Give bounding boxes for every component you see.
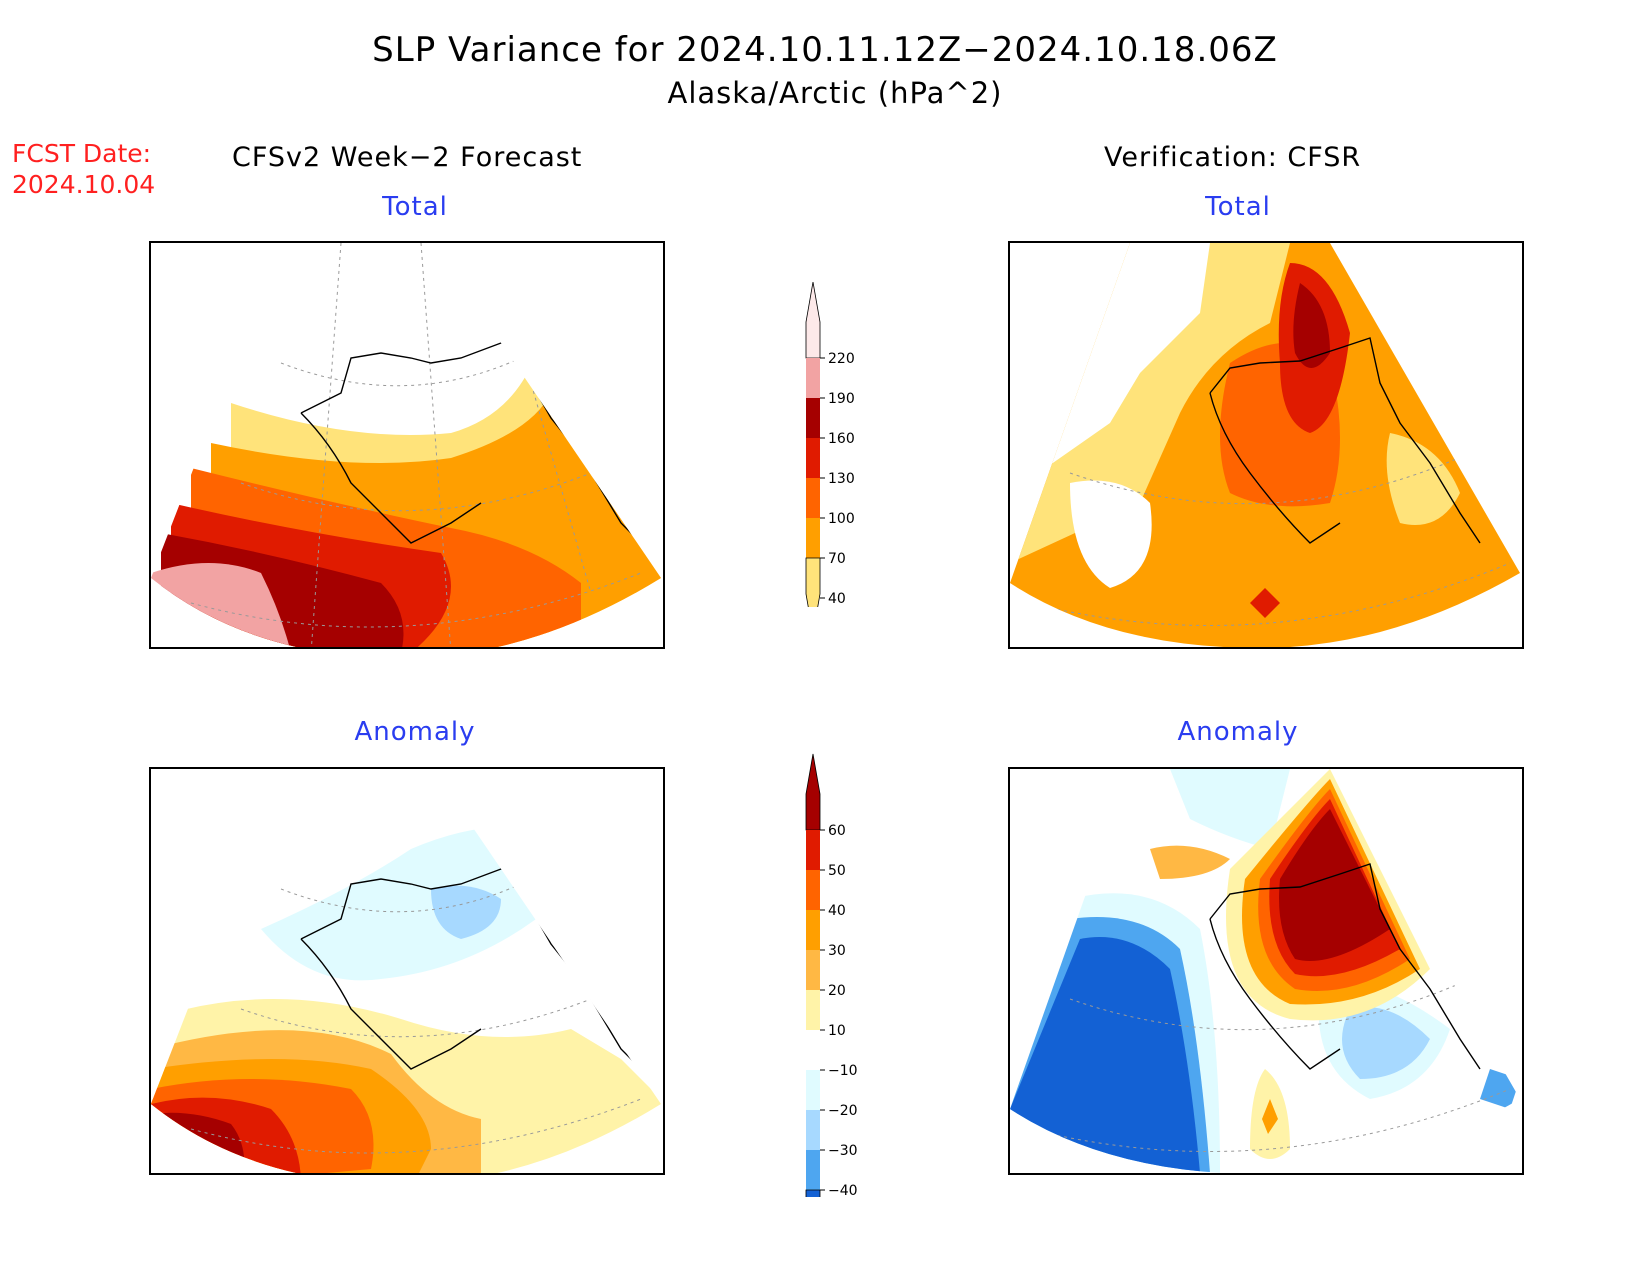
forecast-anomaly-map: [149, 767, 665, 1175]
anomaly-colorbar-swatch: [806, 1110, 820, 1150]
forecast-anomaly-title: Anomaly: [354, 717, 476, 747]
total-colorbar-label: 190: [828, 391, 855, 407]
anomaly-colorbar-label: 40: [828, 903, 846, 919]
fcst-date-label: FCST Date:: [12, 139, 152, 168]
anomaly-colorbar-swatch: [806, 1070, 820, 1110]
subtitle: Alaska/Arctic (hPa^2): [667, 76, 1003, 110]
anomaly-colorbar-label: −40: [828, 1183, 858, 1197]
anomaly-colorbar-label: 60: [828, 823, 846, 839]
anomaly-colorbar-swatch: [806, 870, 820, 910]
verification-anomaly-map: [1008, 767, 1524, 1175]
total-colorbar-label: 40: [828, 591, 846, 607]
total-colorbar-swatch: [805, 282, 821, 359]
total-colorbar-label: 130: [828, 471, 855, 487]
verification-total-map: [1008, 241, 1524, 649]
verification-anomaly-title: Anomaly: [1177, 717, 1299, 747]
total-colorbar-label: 100: [828, 511, 855, 527]
total-colorbar-swatch: [806, 438, 820, 478]
total-colorbar-swatch: [806, 518, 820, 558]
total-colorbar-swatch: [805, 557, 821, 607]
anomaly-colorbar: 60 50 40 30 20 10 −10 −20 −30 −40: [805, 753, 858, 1197]
fcst-date-value: 2024.10.04: [12, 170, 156, 199]
verification-column-heading: Verification: CFSR: [1104, 142, 1362, 173]
forecast-total-title: Total: [382, 192, 448, 222]
fcst-date-block: FCST Date: 2024.10.04: [12, 138, 155, 200]
anomaly-colorbar-label: −10: [828, 1063, 858, 1079]
anomaly-colorbar-swatch: [806, 1150, 820, 1190]
anomaly-colorbar-label: −30: [828, 1143, 858, 1159]
total-colorbar: 220 190 160 130 100 70 40: [805, 282, 855, 607]
anomaly-colorbar-label: 10: [828, 1023, 846, 1039]
forecast-column-heading: CFSv2 Week−2 Forecast: [232, 142, 583, 173]
verification-total-title: Total: [1205, 192, 1271, 222]
anomaly-colorbar-swatch: [806, 990, 820, 1030]
total-colorbar-swatch: [806, 358, 820, 398]
anomaly-colorbar-swatch: [806, 910, 820, 950]
anomaly-colorbar-label: 20: [828, 983, 846, 999]
anomaly-colorbar-swatch: [806, 950, 820, 990]
anomaly-colorbar-label: 30: [828, 943, 846, 959]
anomaly-colorbar-swatch: [805, 1189, 821, 1197]
anomaly-colorbar-label: −20: [828, 1103, 858, 1119]
anomaly-colorbar-label: 50: [828, 863, 846, 879]
anomaly-colorbar-swatch: [805, 753, 821, 831]
total-colorbar-label: 220: [828, 351, 855, 367]
anomaly-colorbar-swatch: [806, 830, 820, 870]
main-title: SLP Variance for 2024.10.11.12Z−2024.10.…: [372, 30, 1278, 70]
total-colorbar-swatch: [806, 478, 820, 518]
anomaly-colorbar-swatch: [806, 1030, 820, 1070]
total-colorbar-label: 160: [828, 431, 855, 447]
total-colorbar-label: 70: [828, 551, 846, 567]
forecast-total-map: [149, 241, 665, 649]
total-colorbar-swatch: [806, 398, 820, 438]
